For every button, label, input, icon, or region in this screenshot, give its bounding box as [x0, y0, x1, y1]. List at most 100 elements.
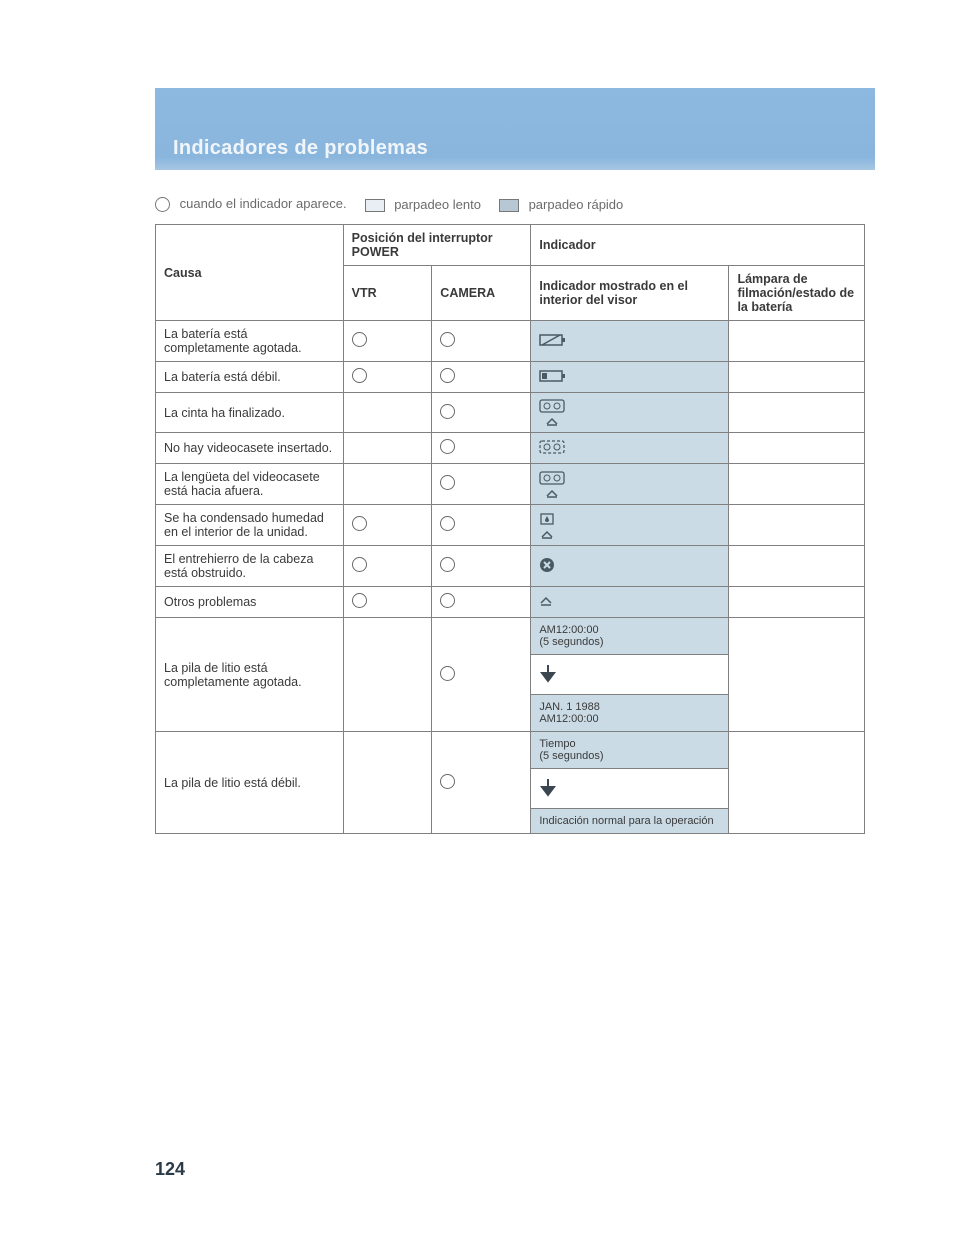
cell-camera — [432, 321, 531, 362]
cell-lamp — [729, 393, 865, 433]
arrow-down-icon — [539, 663, 557, 683]
legend-fast-text: parpadeo rápido — [529, 197, 624, 212]
table-row: No hay videocasete insertado. — [156, 433, 865, 464]
circle-icon — [440, 439, 455, 454]
cell-vtr — [343, 321, 432, 362]
cell-vtr — [343, 618, 432, 732]
cell-visor — [531, 546, 729, 587]
cell-camera — [432, 393, 531, 433]
cell-camera — [432, 464, 531, 505]
cell-lamp — [729, 321, 865, 362]
table-row: La cinta ha finalizado. — [156, 393, 865, 433]
legend-fast: parpadeo rápido — [499, 197, 623, 212]
cell-vtr — [343, 433, 432, 464]
cell-camera — [432, 618, 531, 732]
table-row: La batería está completamente agotada. — [156, 321, 865, 362]
circle-icon — [352, 593, 367, 608]
legend-slow-text: parpadeo lento — [394, 197, 481, 212]
cell-visor — [531, 464, 729, 505]
cell-vtr — [343, 393, 432, 433]
cell-lamp — [729, 505, 865, 546]
cell-lamp — [729, 464, 865, 505]
tab-out-icon — [539, 471, 565, 498]
cell-camera — [432, 362, 531, 393]
dew-icon — [539, 512, 555, 539]
circle-icon — [440, 516, 455, 531]
cell-causa: Otros problemas — [156, 587, 344, 618]
table-row: La pila de litio está débil. Tiempo (5 s… — [156, 732, 865, 769]
col-vtr: VTR — [343, 266, 432, 321]
swatch-fast-icon — [499, 199, 519, 212]
circle-icon — [352, 516, 367, 531]
cell-vtr — [343, 362, 432, 393]
cell-visor — [531, 362, 729, 393]
page-number: 124 — [155, 1159, 185, 1180]
battery-low-icon — [539, 369, 567, 383]
no-cassette-icon — [539, 440, 565, 454]
cell-visor — [531, 321, 729, 362]
cell-visor — [531, 587, 729, 618]
cell-causa: La batería está completamente agotada. — [156, 321, 344, 362]
cell-vtr — [343, 732, 432, 834]
circle-icon — [440, 368, 455, 383]
cell-lamp — [729, 732, 865, 834]
table-row: Se ha condensado humedad en el interior … — [156, 505, 865, 546]
cell-vtr — [343, 587, 432, 618]
col-lamp: Lámpara de filmación/estado de la baterí… — [729, 266, 865, 321]
cell-causa: Se ha condensado humedad en el interior … — [156, 505, 344, 546]
cell-lamp — [729, 587, 865, 618]
battery-empty-icon — [539, 333, 567, 347]
cell-arrow — [531, 769, 729, 809]
col-causa: Causa — [156, 225, 344, 321]
tape-end-icon — [539, 399, 565, 426]
cell-visor-seq1: AM12:00:00 (5 segundos) — [531, 618, 729, 655]
section-banner: Indicadores de problemas — [155, 88, 875, 170]
cell-camera — [432, 505, 531, 546]
arrow-down-icon — [539, 777, 557, 797]
legend-appears: cuando el indicador aparece. — [155, 196, 347, 212]
table-row: La pila de litio está completamente agot… — [156, 618, 865, 655]
legend: cuando el indicador aparece. parpadeo le… — [155, 196, 623, 212]
cell-causa: La cinta ha finalizado. — [156, 393, 344, 433]
cell-causa: La pila de litio está débil. — [156, 732, 344, 834]
cell-lamp — [729, 362, 865, 393]
circle-icon — [352, 368, 367, 383]
cell-vtr — [343, 464, 432, 505]
cell-causa: El entrehierro de la cabeza está obstrui… — [156, 546, 344, 587]
circle-icon — [352, 332, 367, 347]
circle-icon — [352, 557, 367, 572]
troubleshoot-table: Causa Posición del interruptor POWER Ind… — [155, 224, 865, 834]
cell-visor-seq2: Indicación normal para la operación — [531, 809, 729, 834]
cell-visor — [531, 393, 729, 433]
cell-camera — [432, 732, 531, 834]
cell-causa: La pila de litio está completamente agot… — [156, 618, 344, 732]
cell-arrow — [531, 655, 729, 695]
legend-appears-text: cuando el indicador aparece. — [180, 196, 347, 211]
col-camera: CAMERA — [432, 266, 531, 321]
cell-causa: La batería está débil. — [156, 362, 344, 393]
cell-visor-seq1: Tiempo (5 segundos) — [531, 732, 729, 769]
cell-camera — [432, 433, 531, 464]
table-row: La lengüeta del videocasete está hacia a… — [156, 464, 865, 505]
cell-camera — [432, 587, 531, 618]
page: Indicadores de problemas cuando el indic… — [0, 0, 954, 1235]
cell-lamp — [729, 433, 865, 464]
circle-icon — [155, 197, 170, 212]
circle-icon — [440, 404, 455, 419]
circle-icon — [440, 332, 455, 347]
cell-causa: No hay videocasete insertado. — [156, 433, 344, 464]
cell-vtr — [343, 505, 432, 546]
cell-vtr — [343, 546, 432, 587]
legend-slow: parpadeo lento — [365, 197, 481, 212]
eject-icon — [539, 595, 553, 607]
cell-visor-seq2: JAN. 1 1988 AM12:00:00 — [531, 695, 729, 732]
circle-icon — [440, 666, 455, 681]
circle-icon — [440, 475, 455, 490]
circle-icon — [440, 774, 455, 789]
head-clog-icon — [539, 557, 555, 573]
table-row: La batería está débil. — [156, 362, 865, 393]
table-row: El entrehierro de la cabeza está obstrui… — [156, 546, 865, 587]
col-visor: Indicador mostrado en el interior del vi… — [531, 266, 729, 321]
table-row: Otros problemas — [156, 587, 865, 618]
cell-lamp — [729, 546, 865, 587]
